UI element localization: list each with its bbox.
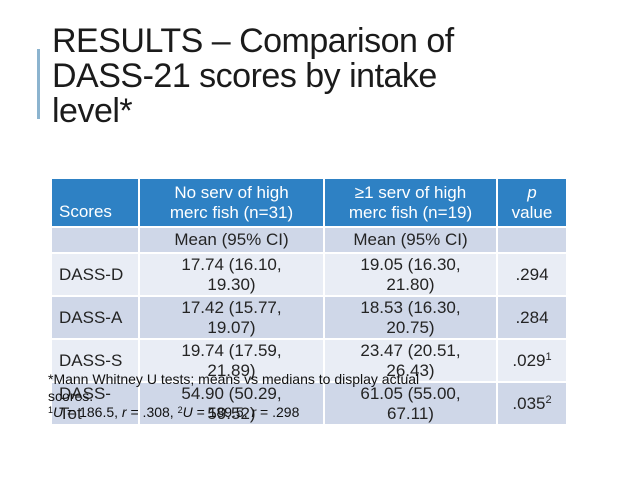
header-cell-group1: No serv of high merc fish (n=31) [140, 179, 323, 226]
r-statistic-symbol: r [121, 404, 127, 420]
mean-ci-value: 18.53 (16.30, 20.75) [360, 297, 461, 337]
mean-ci-value: 19.05 (16.30, 21.80) [360, 254, 461, 294]
row-label: DASS-D [59, 264, 124, 284]
mean-ci-value: 19.74 (17.59, 21.89) [181, 340, 282, 380]
subheader-cell-group1: Mean (95% CI) [140, 228, 323, 252]
row-label-dass-tot: DASS-Tot [52, 383, 138, 424]
slide-title-line: DASS-21 scores by intake [52, 57, 437, 95]
p-value: .284 [515, 307, 549, 327]
dass-tot-p-value: .0352 [498, 383, 566, 424]
row-label-dass-a: DASS-A [52, 297, 138, 338]
header-cell-pvalue: p value [498, 179, 566, 226]
header-group2-line1: ≥1 serv of high [354, 182, 467, 202]
header-group1-line2: merc fish (n=31) [169, 202, 294, 222]
title-accent-bar [37, 49, 40, 119]
mean-ci-label: Mean (95% CI) [174, 230, 289, 249]
p-superscript: 2 [545, 393, 552, 406]
row-label: DASS-A [59, 307, 123, 327]
p-value: .0352 [512, 393, 552, 413]
mean-ci-value: 54.90 (50.29, 59.52) [181, 383, 282, 423]
dass-a-group2-value: 18.53 (16.30, 20.75) [325, 297, 496, 338]
header-p-value-word: value [511, 202, 553, 222]
header-p-symbol: p [527, 182, 537, 202]
dass-d-group2-value: 19.05 (16.30, 21.80) [325, 254, 496, 295]
mean-ci-value: 17.74 (16.10, 19.30) [181, 254, 282, 294]
header-group1-line1: No serv of high [174, 182, 289, 202]
dass-tot-group1-value: 54.90 (50.29, 59.52) [140, 383, 323, 424]
dass-a-group1-value: 17.42 (15.77, 19.07) [140, 297, 323, 338]
dass-d-group1-value: 17.74 (16.10, 19.30) [140, 254, 323, 295]
mean-ci-label: Mean (95% CI) [353, 230, 468, 249]
u-statistic-symbol: U [53, 404, 64, 420]
header-cell-group2: ≥1 serv of high merc fish (n=19) [325, 179, 496, 226]
p-superscript: 1 [545, 350, 552, 363]
footnote-stats-line: 1U = 186.5, r = .308, 2U = 189.5, r = .2… [48, 404, 300, 420]
subheader-cell-scores [52, 228, 138, 252]
row-label: DASS-S [59, 350, 123, 370]
row-label-dass-s: DASS-S [52, 340, 138, 381]
u-statistic-symbol: U [182, 404, 193, 420]
dass-s-p-value: .0291 [498, 340, 566, 381]
mean-ci-value: 17.42 (15.77, 19.07) [181, 297, 282, 337]
mean-ci-value: 23.47 (20.51, 26.43) [360, 340, 461, 380]
footnote-line-2: scores. [48, 387, 94, 404]
dass-a-p-value: .284 [498, 297, 566, 338]
dass-s-group1-value: 19.74 (17.59, 21.89) [140, 340, 323, 381]
footnote-superscript: 1 [48, 405, 54, 415]
mean-ci-value: 61.05 (55.00, 67.11) [360, 383, 461, 423]
header-cell-scores: Scores [52, 179, 138, 226]
header-scores-label: Scores [59, 202, 112, 221]
dass-tot-group2-value: 61.05 (55.00, 67.11) [325, 383, 496, 424]
footnote-line-1: *Mann Whitney U tests; means vs medians … [48, 371, 420, 387]
footnote: *Mann Whitney U tests; means vs medians … [48, 371, 488, 421]
slide-title: RESULTS – Comparison of DASS-21 scores b… [52, 24, 454, 129]
header-group2-line2: merc fish (n=19) [348, 202, 473, 222]
row-label: DASS-Tot [59, 383, 111, 423]
subheader-cell-pvalue [498, 228, 566, 252]
p-value: .294 [515, 264, 549, 284]
row-label-dass-d: DASS-D [52, 254, 138, 295]
r-statistic-symbol: r [251, 404, 257, 420]
dass-s-group2-value: 23.47 (20.51, 26.43) [325, 340, 496, 381]
slide-title-line: RESULTS – Comparison of [52, 22, 454, 60]
dass-d-p-value: .294 [498, 254, 566, 295]
results-table: Scores No serv of high merc fish (n=31) … [52, 179, 566, 424]
p-value: .0291 [512, 350, 552, 370]
subheader-cell-group2: Mean (95% CI) [325, 228, 496, 252]
slide-title-line: level* [52, 92, 133, 130]
footnote-superscript: 2 [177, 405, 183, 415]
